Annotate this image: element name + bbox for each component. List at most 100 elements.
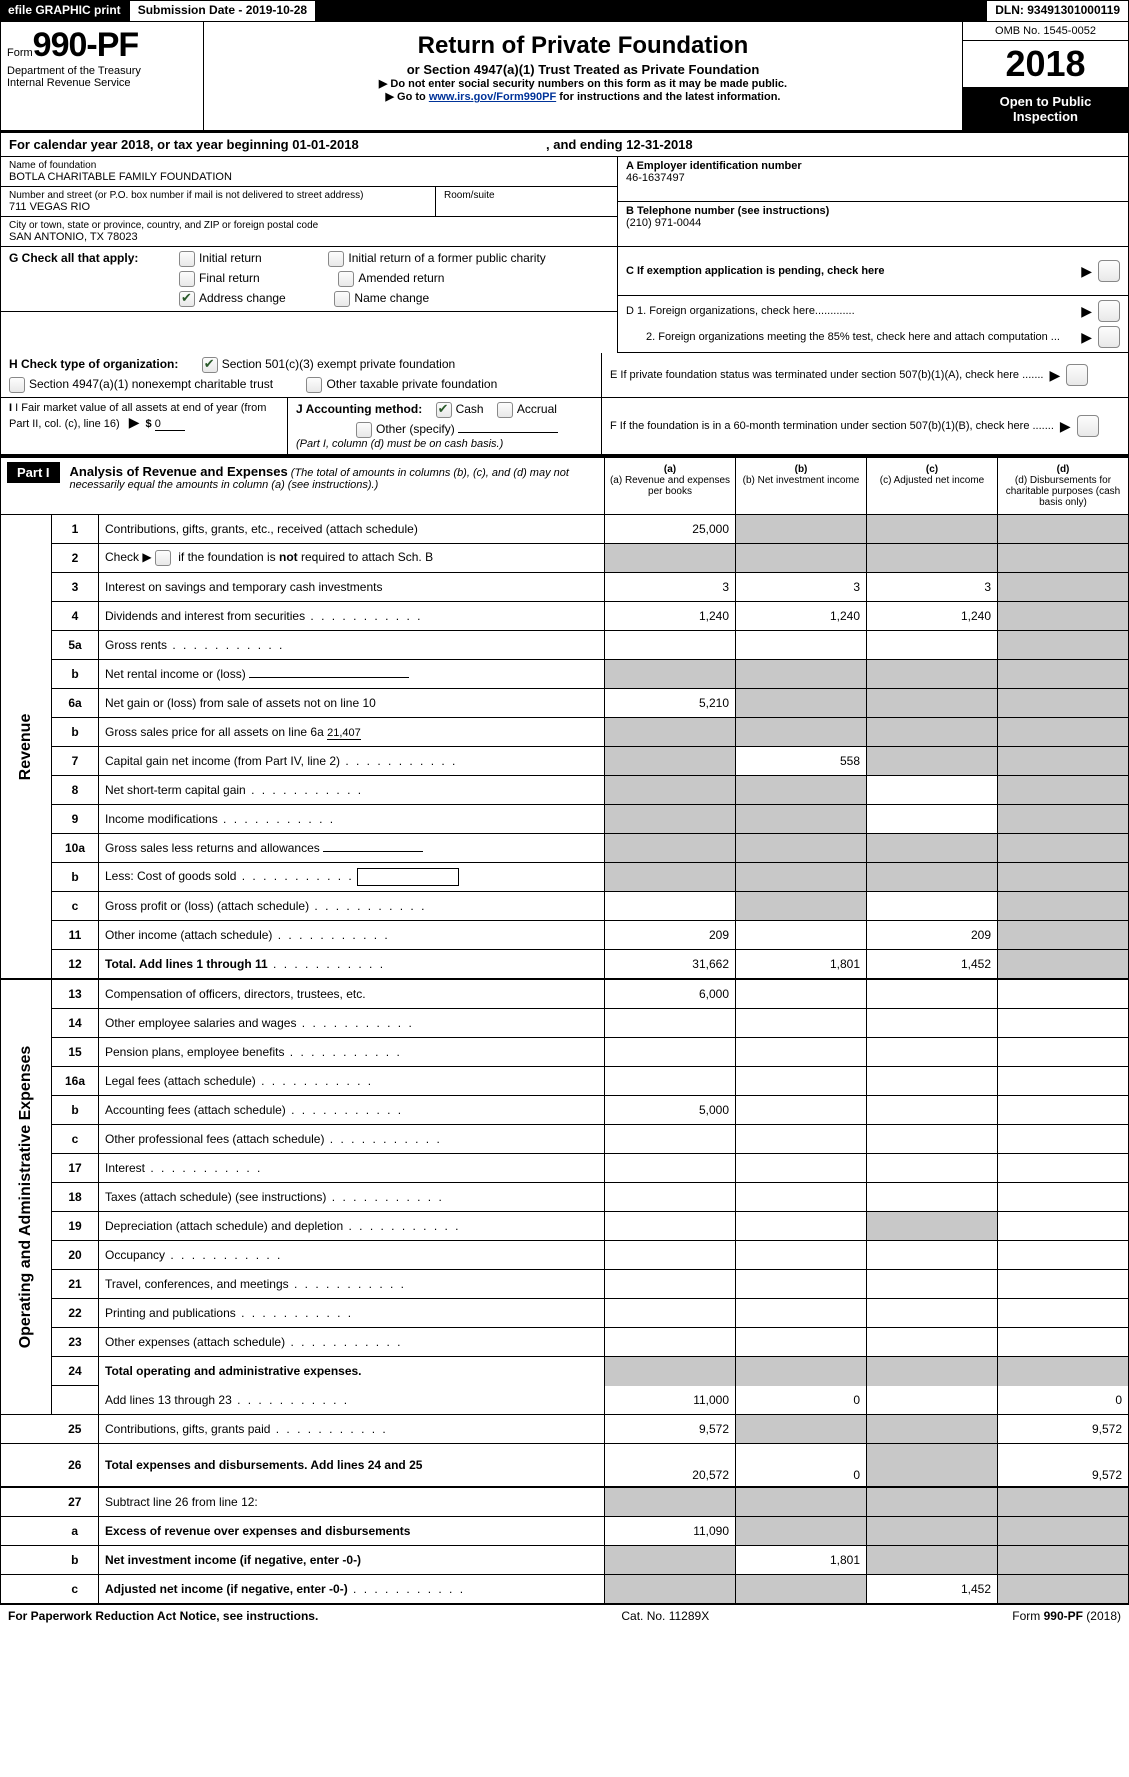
- line-27a-no: a: [52, 1517, 99, 1546]
- ein-label: A Employer identification number: [626, 160, 1120, 172]
- line-5b-no: b: [52, 660, 99, 689]
- initial-return-checkbox[interactable]: [179, 251, 195, 267]
- h-left: H Check type of organization: Section 50…: [1, 353, 602, 397]
- c-checkbox[interactable]: [1098, 260, 1120, 282]
- line-16b-desc: Accounting fees (attach schedule): [105, 1103, 286, 1117]
- address-row: Number and street (or P.O. box number if…: [1, 187, 617, 217]
- line-4-desc: Dividends and interest from securities: [105, 609, 305, 623]
- final-return-checkbox[interactable]: [179, 271, 195, 287]
- street-label: Number and street (or P.O. box number if…: [9, 190, 427, 201]
- j-other-checkbox[interactable]: [356, 422, 372, 438]
- form-header: Form990-PF Department of the Treasury In…: [0, 22, 1129, 131]
- e-row: E If private foundation status was termi…: [602, 353, 1128, 397]
- arrow-icon: ▶: [1050, 367, 1061, 384]
- col-b-header: (b)(b) Net investment income: [736, 457, 867, 515]
- line-14-desc: Other employee salaries and wages: [105, 1016, 296, 1030]
- line-3-no: 3: [52, 573, 99, 602]
- line-2-no: 2: [52, 544, 99, 573]
- line-20-no: 20: [52, 1241, 99, 1270]
- omb-number: OMB No. 1545-0052: [963, 22, 1128, 41]
- g-initial-former: Initial return of a former public charit…: [348, 251, 545, 265]
- line-26-desc: Total expenses and disbursements. Add li…: [105, 1458, 422, 1472]
- note2-pre: ▶ Go to: [386, 91, 429, 103]
- part1-table: Part I Analysis of Revenue and Expenses …: [0, 455, 1129, 1604]
- line-3-b: 3: [736, 573, 867, 602]
- line-17-no: 17: [52, 1154, 99, 1183]
- line-1-no: 1: [52, 515, 99, 544]
- line-24b-desc: Add lines 13 through 23: [105, 1393, 232, 1407]
- arrow-icon: ▶: [1081, 329, 1092, 346]
- line-16b-a: 5,000: [605, 1096, 736, 1125]
- open-to-public: Open to Public Inspection: [963, 88, 1128, 130]
- line-24b-d: 0: [998, 1386, 1129, 1415]
- j-accrual-checkbox[interactable]: [497, 402, 513, 418]
- revenue-body: Revenue 1 Contributions, gifts, grants, …: [1, 515, 1129, 980]
- line-27b-desc: Net investment income (if negative, ente…: [105, 1553, 361, 1567]
- line-13-desc: Compensation of officers, directors, tru…: [99, 979, 605, 1009]
- line-7-no: 7: [52, 747, 99, 776]
- line-12-a: 31,662: [605, 950, 736, 980]
- street-cell: Number and street (or P.O. box number if…: [1, 187, 436, 216]
- j-cash-checkbox[interactable]: [436, 402, 452, 418]
- h-opt1: Section 501(c)(3) exempt private foundat…: [222, 357, 455, 371]
- e-checkbox[interactable]: [1066, 364, 1088, 386]
- revenue-side-label: Revenue: [17, 713, 35, 780]
- line-6b-no: b: [52, 718, 99, 747]
- h-other-checkbox[interactable]: [306, 377, 322, 393]
- schb-checkbox[interactable]: [155, 550, 171, 566]
- line-26-a: 20,572: [605, 1444, 736, 1488]
- h-501c3-checkbox[interactable]: [202, 357, 218, 373]
- line-22-no: 22: [52, 1299, 99, 1328]
- top-bar: efile GRAPHIC print Submission Date - 20…: [0, 0, 1129, 22]
- line-27-desc: Subtract line 26 from line 12:: [99, 1487, 605, 1517]
- e-label: E If private foundation status was termi…: [610, 369, 1044, 381]
- irs-link[interactable]: www.irs.gov/Form990PF: [429, 91, 556, 103]
- form-note1: ▶ Do not enter social security numbers o…: [214, 77, 952, 90]
- entity-right: A Employer identification number 46-1637…: [618, 157, 1128, 353]
- h-4947-checkbox[interactable]: [9, 377, 25, 393]
- city-label: City or town, state or province, country…: [9, 220, 609, 231]
- g-name: Name change: [354, 291, 429, 305]
- name-label: Name of foundation: [9, 160, 609, 171]
- line-15-desc: Pension plans, employee benefits: [105, 1045, 284, 1059]
- g-options: Initial return Initial return of a forme…: [179, 251, 609, 307]
- j-cell: J Accounting method: Cash Accrual Other …: [288, 398, 602, 454]
- line-11-c: 209: [867, 921, 998, 950]
- amended-return-checkbox[interactable]: [338, 271, 354, 287]
- f-checkbox[interactable]: [1077, 415, 1099, 437]
- line-24b-no: [52, 1386, 99, 1415]
- page-footer: For Paperwork Reduction Act Notice, see …: [0, 1604, 1129, 1627]
- phone-value: (210) 971-0044: [626, 217, 1120, 229]
- line-17-desc: Interest: [105, 1161, 145, 1175]
- line-26-b: 0: [736, 1444, 867, 1488]
- ein-cell: A Employer identification number 46-1637…: [618, 157, 1128, 202]
- initial-former-checkbox[interactable]: [328, 251, 344, 267]
- i-value: 0: [155, 418, 185, 431]
- h-row: H Check type of organization: Section 50…: [1, 353, 1128, 398]
- name-change-checkbox[interactable]: [334, 291, 350, 307]
- line-12-no: 12: [52, 950, 99, 980]
- line-6a-desc: Net gain or (loss) from sale of assets n…: [99, 689, 605, 718]
- line-9-desc: Income modifications: [105, 812, 218, 826]
- ijf-row: I I Fair market value of all assets at e…: [1, 398, 1128, 454]
- line-25-a: 9,572: [605, 1415, 736, 1444]
- d1-checkbox[interactable]: [1098, 300, 1120, 322]
- part1-header-row: Part I Analysis of Revenue and Expenses …: [1, 457, 1129, 515]
- form-subtitle: or Section 4947(a)(1) Trust Treated as P…: [214, 62, 952, 77]
- f-label: F If the foundation is in a 60-month ter…: [610, 420, 1054, 432]
- line-27-no: 27: [52, 1487, 99, 1517]
- d2-row: 2. Foreign organizations meeting the 85%…: [618, 322, 1128, 353]
- j-accrual: Accrual: [517, 402, 557, 416]
- part1-desc: Analysis of Revenue and Expenses (The to…: [70, 462, 598, 491]
- line-2-desc: Check ▶ if the foundation is not require…: [99, 544, 605, 573]
- address-change-checkbox[interactable]: [179, 291, 195, 307]
- form-number-big: 990-PF: [33, 26, 139, 64]
- line-27b-no: b: [52, 1546, 99, 1575]
- line-1-a: 25,000: [605, 515, 736, 544]
- line-24-desc: Total operating and administrative expen…: [105, 1364, 362, 1378]
- expenses-side-label: Operating and Administrative Expenses: [17, 1046, 35, 1349]
- line-11-desc: Other income (attach schedule): [105, 928, 272, 942]
- g-address: Address change: [199, 291, 286, 305]
- line-24-no: 24: [52, 1357, 99, 1386]
- d2-checkbox[interactable]: [1098, 326, 1120, 348]
